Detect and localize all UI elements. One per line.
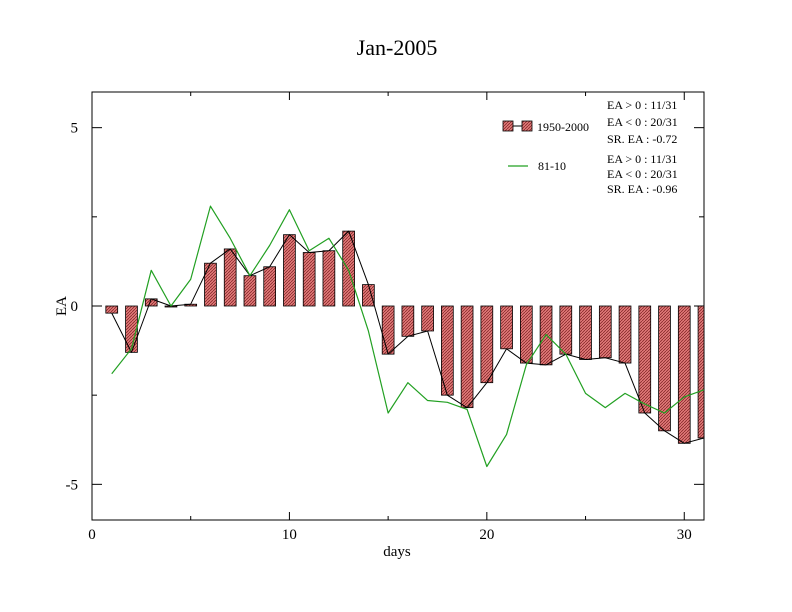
legend-swatch-bar-left (502, 120, 514, 132)
x-axis-label: days (383, 544, 411, 560)
bar-day-25 (579, 305, 592, 360)
bar-day-7 (223, 248, 237, 307)
bar-day-9 (263, 266, 277, 307)
x-tick-label: 10 (282, 527, 297, 543)
bar-day-16 (401, 305, 415, 337)
stats-81-10-line-2: EA < 0 : 20/31 (607, 167, 678, 181)
bar-day-28 (638, 305, 652, 414)
y-tick-label: -5 (66, 477, 79, 493)
bar-day-14 (362, 284, 375, 307)
ticks: 0 10 20 30 -5 0 5 (66, 92, 704, 543)
x-tick-label: 20 (479, 527, 494, 543)
x-tick-label: 0 (88, 527, 96, 543)
stats-81-10-line-3: SR. EA : -0.96 (607, 182, 677, 196)
bar-day-19 (460, 305, 474, 409)
line-series-81-10 (111, 205, 705, 468)
chart-title: Jan-2005 (357, 35, 438, 60)
bar-day-22 (520, 305, 533, 364)
y-tick-label: 5 (71, 121, 79, 137)
stats-81-10-line-1: EA > 0 : 11/31 (607, 152, 677, 166)
bar-day-12 (322, 250, 336, 307)
bar-day-1 (105, 305, 119, 314)
stats-1950-2000-line-3: SR. EA : -0.72 (607, 132, 677, 146)
legend: 1950-2000 81-10 EA > 0 : 11/31 EA < 0 : … (502, 98, 678, 196)
y-axis-label: EA (54, 296, 70, 316)
bar-day-2 (125, 305, 138, 353)
x-tick-label: 30 (677, 527, 692, 543)
bar-day-30 (677, 305, 691, 444)
bar-day-24 (559, 305, 573, 355)
bar-day-20 (480, 305, 494, 384)
bar-day-6 (204, 262, 217, 307)
line-series-1950-2000 (111, 230, 705, 444)
bar-day-10 (283, 234, 296, 307)
lines (111, 205, 705, 468)
bar-day-15 (381, 305, 395, 355)
bar-day-29 (658, 305, 671, 432)
bar-day-27 (618, 305, 632, 364)
stats-1950-2000-line-1: EA > 0 : 11/31 (607, 98, 677, 112)
bar-day-21 (500, 305, 513, 350)
y-tick-label: 0 (71, 299, 79, 315)
bar-day-26 (598, 305, 612, 359)
legend-label-81-10: 81-10 (538, 159, 566, 173)
bar-day-11 (302, 252, 316, 307)
bar-day-17 (421, 305, 434, 332)
stats-1950-2000-line-2: EA < 0 : 20/31 (607, 115, 678, 129)
bar-day-31 (697, 305, 705, 439)
bar-day-8 (243, 275, 257, 307)
legend-label-1950-2000: 1950-2000 (537, 120, 589, 134)
legend-swatch-bar-right (521, 120, 533, 132)
